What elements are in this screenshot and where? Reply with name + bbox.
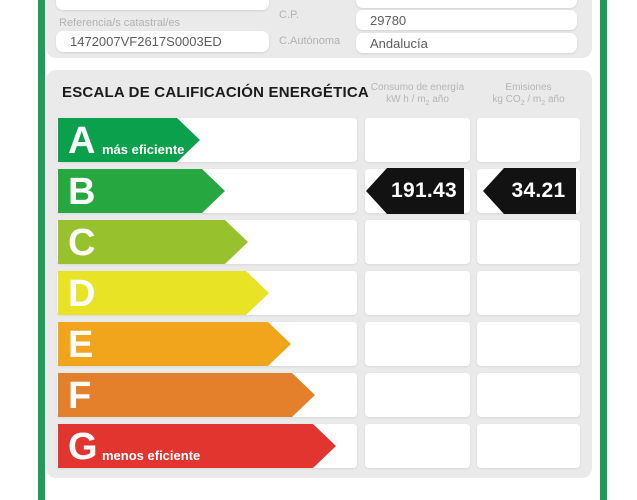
emissions-column-title: Emisiones — [505, 82, 552, 93]
rating-letter-c: C — [68, 222, 96, 264]
consumption-cell-b: 191.43 — [365, 168, 470, 214]
emissions-cell-f — [477, 373, 580, 417]
rating-track-d: D — [57, 271, 357, 315]
rating-track-c: C — [57, 220, 357, 264]
emissions-cell-e — [477, 322, 580, 366]
page-border-right-bar — [600, 0, 607, 500]
consumption-column-title: Consumo de energía — [370, 82, 465, 93]
emissions-cell-a — [477, 118, 580, 162]
consumption-cell-g — [365, 424, 470, 468]
autonomous-community-input[interactable]: Andalucía — [356, 33, 577, 53]
rating-arrow-e: E — [58, 322, 291, 366]
emissions-cell-d — [477, 271, 580, 315]
emissions-cell-c — [477, 220, 580, 264]
rating-arrow-f: F — [58, 373, 315, 417]
consumption-column-header: Consumo de energía kW h / m2 año — [365, 82, 470, 110]
emissions-column-unit: kg CO2 / m2 año — [492, 94, 565, 107]
emissions-cell-g — [477, 424, 580, 468]
rating-track-e: E — [57, 322, 357, 366]
rating-letter-e: E — [68, 324, 94, 366]
consumption-cell-c — [365, 220, 470, 264]
rating-row-e: E — [57, 322, 580, 366]
consumption-cell-f — [365, 373, 470, 417]
postal-code-label: C.P. — [279, 9, 299, 21]
consumption-cell-e — [365, 322, 470, 366]
rating-letter-d: D — [68, 273, 96, 315]
rating-letter-f: F — [68, 375, 92, 417]
page-border-left-bar — [38, 0, 45, 500]
rating-row-f: F — [57, 373, 580, 417]
emissions-cell-b: 34.21 — [477, 168, 580, 214]
consumption-cell-a — [365, 118, 470, 162]
emissions-column-header: Emisiones kg CO2 / m2 año — [466, 82, 591, 110]
rating-note-a: más eficiente — [102, 142, 185, 157]
rating-track-b: B — [57, 169, 357, 213]
truncated-top-input-right[interactable] — [356, 0, 577, 8]
property-data-panel: Referencia/s catastral/es 1472007VF2617S… — [46, 0, 592, 58]
catastral-reference-label: Referencia/s catastral/es — [59, 17, 181, 29]
rating-arrow-b: B — [58, 169, 225, 213]
rating-letter-a: A — [68, 120, 96, 162]
energy-scale-title: ESCALA DE CALIFICACIÓN ENERGÉTICA — [62, 84, 369, 101]
consumption-cell-d — [365, 271, 470, 315]
postal-code-input[interactable]: 29780 — [356, 10, 577, 30]
rating-row-b: B 191.43 34.21 — [57, 168, 580, 214]
rating-row-c: C — [57, 220, 580, 264]
rating-letter-g: G — [68, 426, 98, 468]
catastral-reference-input[interactable]: 1472007VF2617S0003ED — [56, 31, 269, 52]
emissions-value-tag: 34.21 — [483, 168, 576, 214]
consumption-value-tag: 191.43 — [366, 168, 464, 214]
rating-note-g: menos eficiente — [102, 448, 201, 463]
truncated-top-input[interactable] — [56, 0, 269, 10]
consumption-column-unit: kW h / m2 año — [386, 94, 449, 107]
rating-arrow-c: C — [58, 220, 248, 264]
energy-scale-panel: ESCALA DE CALIFICACIÓN ENERGÉTICA Consum… — [46, 70, 592, 478]
rating-track-f: F — [57, 373, 357, 417]
rating-arrow-d: D — [58, 271, 269, 315]
autonomous-community-label: C.Autónoma — [279, 35, 341, 47]
rating-letter-b: B — [68, 171, 96, 213]
rating-row-d: D — [57, 271, 580, 315]
